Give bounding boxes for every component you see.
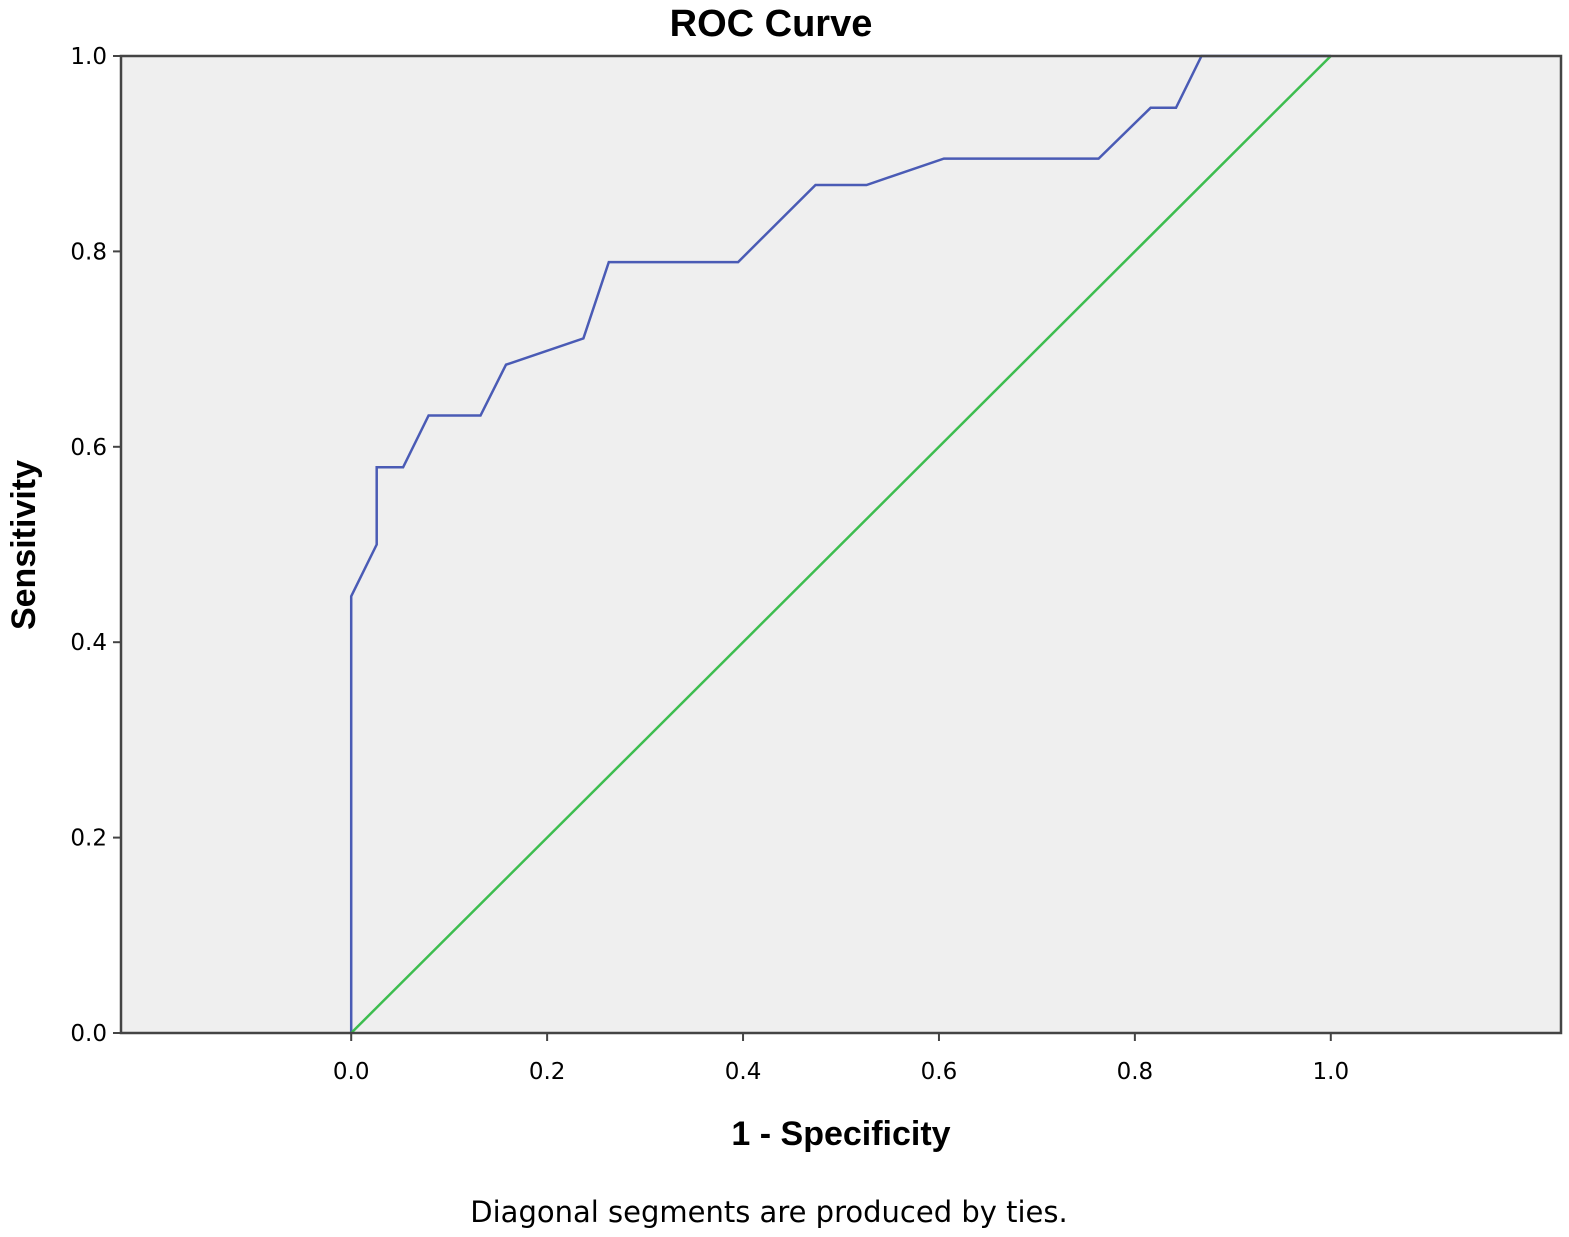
y-axis-label: Sensitivity [5, 460, 43, 630]
plot-area-border [119, 54, 1563, 1035]
x-tick-label: 0.0 [333, 1059, 370, 1085]
y-axis-ticks: 0.0 0.2 0.4 0.6 0.8 1.0 [70, 44, 121, 1047]
reference-diagonal-line [350, 55, 1332, 1034]
y-tick-label: 0.6 [70, 435, 107, 461]
roc-curve-line [349, 54, 1331, 1033]
chart-title: ROC Curve [670, 3, 873, 45]
y-tick-label: 0.0 [70, 1021, 107, 1047]
x-tick-label: 0.4 [725, 1059, 762, 1085]
y-tick-label: 0.8 [70, 239, 107, 265]
x-tick-label: 0.6 [921, 1059, 958, 1085]
y-tick-label: 1.0 [70, 44, 107, 70]
series-lines-layer [349, 54, 1332, 1034]
x-tick-label: 0.2 [529, 1059, 566, 1085]
y-tick-label: 0.2 [70, 826, 107, 852]
x-tick-label: 0.8 [1117, 1059, 1154, 1085]
x-tick-label: 1.0 [1313, 1059, 1350, 1085]
x-axis-ticks: 0.0 0.2 0.4 0.6 0.8 1.0 [333, 1033, 1349, 1085]
chart-footnote: Diagonal segments are produced by ties. [470, 1195, 1067, 1229]
y-tick-label: 0.4 [70, 630, 107, 656]
x-axis-label: 1 - Specificity [731, 1115, 950, 1153]
